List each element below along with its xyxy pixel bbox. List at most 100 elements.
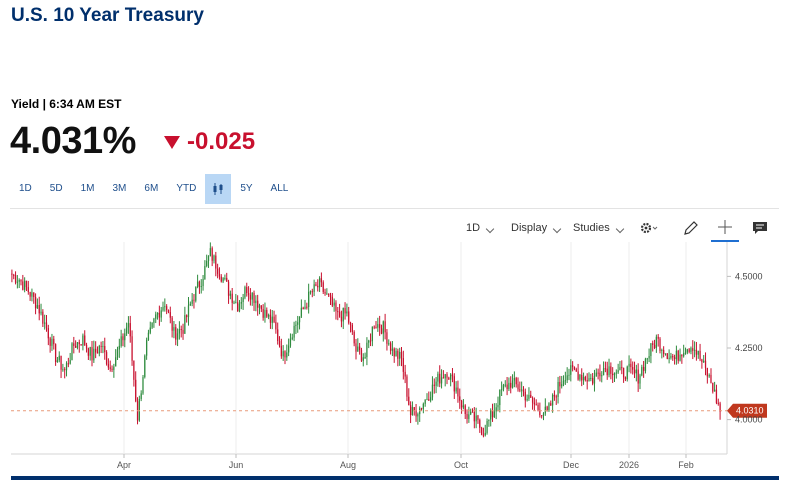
range-3m[interactable]: 3M xyxy=(112,183,127,194)
candle-body xyxy=(411,407,414,416)
candle-body xyxy=(71,343,73,361)
draw-tool-button[interactable] xyxy=(677,214,705,242)
candle-body xyxy=(257,300,259,308)
candle-body xyxy=(581,374,583,381)
candle-body xyxy=(495,407,497,412)
candle-body xyxy=(384,321,386,333)
candle-body xyxy=(431,384,434,398)
range-1d[interactable]: 1D xyxy=(19,183,32,194)
candle-body xyxy=(36,305,39,309)
candle-body xyxy=(606,368,608,376)
candle-body xyxy=(690,348,692,352)
range-5d[interactable]: 5D xyxy=(49,183,63,194)
candle-body xyxy=(302,307,304,310)
candle-body xyxy=(353,331,355,344)
candle-body xyxy=(389,343,392,351)
candle-body xyxy=(155,314,157,319)
candle-body xyxy=(44,322,46,324)
candle-body xyxy=(284,351,286,358)
candle-body xyxy=(573,366,576,370)
candle-body xyxy=(355,343,357,352)
interval-dropdown[interactable]: 1D xyxy=(466,214,495,242)
candle-body xyxy=(642,366,645,371)
candle-body xyxy=(64,369,66,371)
candle-body xyxy=(672,356,674,358)
candle-body xyxy=(244,287,246,298)
candle-body xyxy=(550,403,552,406)
change-group: -0.025 xyxy=(164,128,255,156)
candle-body xyxy=(267,314,270,317)
candle-body xyxy=(377,324,379,328)
candle-body xyxy=(493,411,495,418)
candle-body xyxy=(31,292,33,297)
candle-body xyxy=(116,349,119,358)
range-1m[interactable]: 1M xyxy=(80,183,95,194)
candle-body xyxy=(499,389,501,406)
price-chart[interactable]: 4.0310 4.5000 4.2500 4.0000 Apr Jun Aug Oct De… xyxy=(0,242,789,476)
candle-body xyxy=(195,287,197,301)
candle-body xyxy=(553,394,556,397)
candle-body xyxy=(69,360,71,364)
candle-body xyxy=(457,387,459,397)
candle-body xyxy=(666,353,668,359)
x-axis: Apr Jun Aug Oct Dec 2026 Feb xyxy=(117,460,694,470)
candle-body xyxy=(131,336,133,361)
candle-body xyxy=(291,337,293,339)
candle-body xyxy=(413,407,415,411)
candle-body xyxy=(318,278,321,288)
candle-body xyxy=(275,321,277,330)
candle-body xyxy=(541,415,543,417)
candle-body xyxy=(522,389,525,392)
candle-body xyxy=(124,333,126,341)
candle-body xyxy=(719,403,721,412)
candle-body xyxy=(189,303,191,306)
range-1y[interactable] xyxy=(205,174,232,204)
quote-label: Yield | 6:34 AM EST xyxy=(11,97,122,111)
bottom-rule xyxy=(11,476,779,480)
candle-body xyxy=(650,343,652,357)
candle-body xyxy=(160,310,162,318)
display-label: Display xyxy=(511,222,548,234)
candle-body xyxy=(231,293,233,303)
candle-body xyxy=(218,273,221,277)
candle-body xyxy=(561,384,563,387)
candle-body xyxy=(548,403,550,411)
comment-button[interactable] xyxy=(746,214,774,242)
candle-body xyxy=(191,299,193,304)
candle-body xyxy=(144,355,146,378)
y-tick-label: 4.2500 xyxy=(735,343,763,353)
candle-body xyxy=(238,303,241,312)
candle-body xyxy=(105,352,108,365)
candle-body xyxy=(584,376,587,380)
candle-body xyxy=(366,342,368,358)
candle-body xyxy=(530,394,532,398)
candle-body xyxy=(104,346,106,353)
range-all[interactable]: ALL xyxy=(270,183,289,194)
candle-body xyxy=(592,377,594,384)
settings-dropdown[interactable] xyxy=(636,214,664,242)
candle-body xyxy=(526,398,528,401)
display-dropdown[interactable]: Display xyxy=(511,214,562,242)
candle-body xyxy=(699,350,701,360)
candle-body xyxy=(528,394,530,399)
candle-body xyxy=(417,414,419,417)
candle-body xyxy=(695,349,698,355)
candle-body xyxy=(708,374,710,377)
candle-body xyxy=(329,295,332,297)
candle-body xyxy=(601,375,603,377)
candle-body xyxy=(158,312,161,318)
candle-body xyxy=(213,255,215,261)
range-ytd[interactable]: YTD xyxy=(176,183,197,194)
crosshair-button[interactable] xyxy=(711,214,739,242)
candle-body xyxy=(13,274,15,276)
candle-body xyxy=(628,363,630,367)
studies-dropdown[interactable]: Studies xyxy=(573,214,624,242)
range-5y[interactable]: 5Y xyxy=(240,183,253,194)
range-6m[interactable]: 6M xyxy=(144,183,159,194)
candle-body xyxy=(211,248,213,261)
candle-body xyxy=(196,281,199,288)
candle-body xyxy=(473,412,475,422)
candle-body xyxy=(566,375,568,381)
candle-body xyxy=(504,384,506,386)
candle-body xyxy=(226,277,228,282)
